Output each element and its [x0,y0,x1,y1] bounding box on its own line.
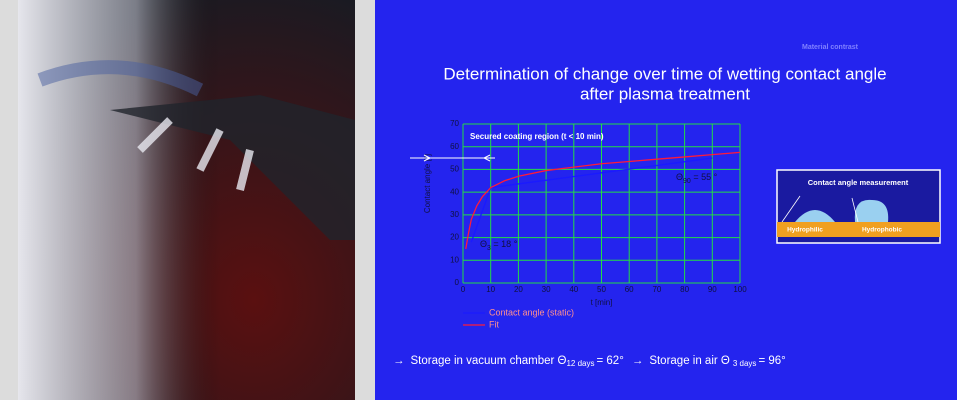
slide-title: Determination of change over time of wet… [443,64,886,83]
y-tick-label: 20 [450,233,459,242]
photo [18,0,355,400]
footer-sub: 12 days [566,359,594,368]
x-tick-label: 10 [486,285,495,294]
y-tick-label: 10 [450,255,459,264]
x-tick-label: 70 [652,285,661,294]
x-tick-label: 20 [514,285,523,294]
legend-label: Fit [489,319,499,329]
x-axis-label: t [min] [591,298,613,307]
annotation-value: = 18 ° [491,239,518,249]
y-axis-label: Contact angle [°] [423,154,432,213]
x-tick-label: 50 [597,285,606,294]
legend-label: Contact angle (static) [489,307,574,317]
annotation-sub: 90 [683,178,691,185]
y-tick-label: 60 [450,142,459,151]
footer-text: Storage in vacuum chamber Θ [411,355,567,367]
annotation-value: = 55 ° [691,172,718,182]
footer-arrow: → [632,355,644,367]
footer-sub: 3 days [733,359,757,368]
y-tick-label: 0 [455,278,460,287]
y-tick-label: 30 [450,210,459,219]
x-tick-label: 30 [542,285,551,294]
y-tick-label: 50 [450,165,459,174]
annotation: Secured coating region (t < 10 min) [470,132,604,141]
annotation-symbol: Θ [480,239,487,249]
inset-label: Hydrophilic [787,227,823,234]
x-tick-label: 0 [461,285,466,294]
x-tick-label: 60 [625,285,634,294]
x-tick-label: 40 [569,285,578,294]
y-tick-label: 40 [450,187,459,196]
page: {"slide": {"tag": "Material contrast", "… [0,0,957,400]
x-tick-label: 90 [708,285,717,294]
slide-tag: Material contrast [802,44,859,51]
inset: Contact angle measurement Hydrophilic Hy… [777,170,940,243]
inset-title: Contact angle measurement [808,178,909,187]
inset-label: Hydrophobic [862,227,902,234]
footer-value: = 62° [597,355,624,367]
annotation-symbol: Θ [676,172,683,182]
slide-title: after plasma treatment [580,84,750,103]
footer-text: Storage in air Θ [649,355,730,367]
slide-screenshot: Material contrast Determination of chang… [0,0,957,400]
x-tick-label: 80 [680,285,689,294]
x-tick-label: 100 [733,285,747,294]
footer-arrow: → [393,355,405,367]
y-tick-label: 70 [450,119,459,128]
footer-value: = 96° [758,355,785,367]
